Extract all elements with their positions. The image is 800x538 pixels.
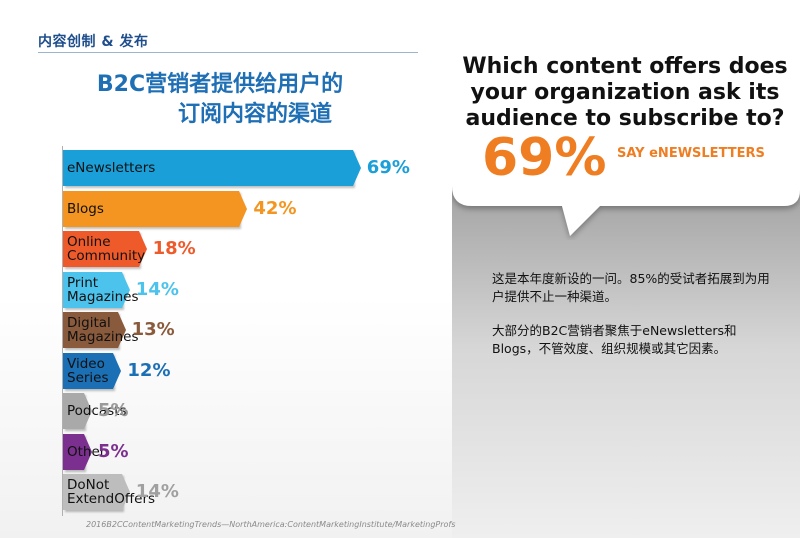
callout-say-text: SAY eNEWSLETTERS <box>617 146 765 161</box>
bar-category-label-line: Print <box>67 274 99 291</box>
bar-chart: eNewsletters 69% Blogs 42% Online Community 18… <box>63 150 410 510</box>
bar-category-label-line: Magazines <box>67 329 139 345</box>
bar-tip <box>121 271 130 308</box>
note-paragraph-1: 这是本年度新设的一问。85%的受试者拓展到为用户提供不止一种渠道。 <box>492 271 770 304</box>
bar-category-label-line: DoNot <box>67 477 110 493</box>
bar-category-label-line: ExtendOffers <box>67 491 156 507</box>
bar-value-label: 69% <box>366 157 410 178</box>
bar-value-label: 5% <box>98 440 129 462</box>
bar-category-label-line: Digital <box>67 315 111 331</box>
bar-value-label: 12% <box>127 359 171 381</box>
section-header: 内容创制 & 发布 <box>38 34 149 50</box>
source-note: 2016B2CContentMarketingTrends—NorthAmeri… <box>86 520 456 529</box>
bar-tip <box>117 312 126 348</box>
bar: Podcasts <box>63 393 127 429</box>
bar-tip <box>84 393 92 429</box>
bar-tip <box>138 231 147 267</box>
bar-category-label: Print Magazines <box>67 272 139 308</box>
bar-category-label-line: Online <box>67 234 111 250</box>
bar: Digital Magazines <box>63 312 139 348</box>
bar-category-label-line: Community <box>67 248 146 264</box>
callout-percent: 69% <box>482 128 607 188</box>
bar-category-label-line: Blogs <box>67 200 104 217</box>
header-divider <box>38 52 418 53</box>
bar: Online Community <box>63 231 147 267</box>
bar-tip <box>121 474 130 510</box>
bar-value-label: 18% <box>152 238 196 259</box>
chart-axis <box>62 146 63 516</box>
callout-question: Which content offers does your organizat… <box>462 54 788 131</box>
chart-title: B2C营销者提供给用户的 订阅内容的渠道 <box>60 70 380 130</box>
bar-value-label: 5% <box>98 400 129 421</box>
bar-category-label-line: Magazines <box>67 288 139 305</box>
bar-category-label: eNewsletters <box>67 150 155 186</box>
bar-value-label: 42% <box>253 197 297 219</box>
bar-category-label: Digital Magazines <box>67 312 139 348</box>
bar-category-label-line: eNewsletters <box>67 160 156 176</box>
chart-title-line-1: B2C营销者提供给用户的 <box>96 72 344 97</box>
bar-category-label-line: Podcasts <box>67 403 127 419</box>
bar: Print Magazines <box>63 271 139 308</box>
bar-tip <box>352 150 361 186</box>
bar: Other <box>63 433 105 470</box>
speech-bubble <box>452 0 800 240</box>
bar-category-label: Podcasts <box>67 393 127 429</box>
bar-category-label: Blogs <box>67 191 104 227</box>
bar: DoNot ExtendOffers <box>63 474 155 510</box>
notes: 这是本年度新设的一问。85%的受试者拓展到为用户提供不止一种渠道。 大部分的B2… <box>492 270 782 374</box>
bar-value-label: 14% <box>135 481 179 502</box>
bar-value-label: 13% <box>131 319 175 340</box>
chart-title-line-2: 订阅内容的渠道 <box>177 102 332 127</box>
bar-category-label: Video Series <box>67 353 109 389</box>
bar: Blogs <box>63 190 248 227</box>
bar-category-label-line: Video <box>67 355 105 372</box>
bar-category-label-line: Series <box>67 369 109 386</box>
bar-category-label: Online Community <box>67 231 145 267</box>
bar-tip <box>84 433 92 470</box>
bar: Video Series <box>63 352 122 389</box>
bar-category-label: Other <box>67 434 105 470</box>
bar-tip <box>113 352 122 389</box>
note-paragraph-2: 大部分的B2C营销者聚焦于eNewsletters和Blogs，不管效度、组织规… <box>492 323 737 356</box>
bar-tip <box>239 190 248 227</box>
speech-bubble-shape <box>452 0 800 236</box>
bar: eNewsletters <box>63 150 361 186</box>
bar-category-label-line: Other <box>67 443 106 460</box>
bar-value-label: 14% <box>135 278 179 300</box>
bar-category-label: DoNot ExtendOffers <box>67 474 155 510</box>
